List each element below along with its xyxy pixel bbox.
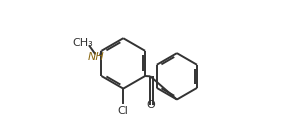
Text: Cl: Cl (118, 106, 129, 116)
Text: CH₃: CH₃ (73, 38, 94, 48)
Text: NH: NH (88, 52, 105, 62)
Text: O: O (146, 100, 155, 110)
